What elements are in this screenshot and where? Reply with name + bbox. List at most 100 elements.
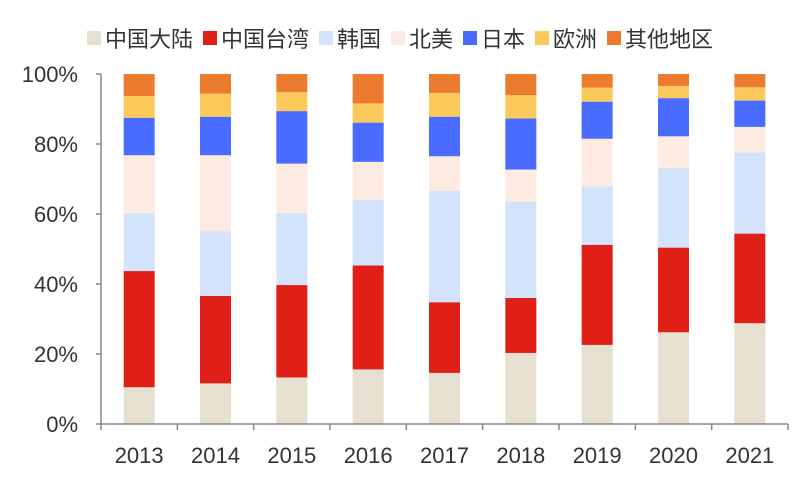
bar-segment xyxy=(123,96,155,118)
y-tick-label: 60% xyxy=(34,202,78,227)
bar-segment xyxy=(505,201,537,298)
legend-swatch xyxy=(86,31,101,45)
bar-segment xyxy=(429,302,460,373)
bar-segment xyxy=(581,101,613,139)
bar-segment xyxy=(276,163,308,213)
bar-segment xyxy=(200,74,231,94)
legend-label: 欧洲 xyxy=(553,27,598,52)
legend-swatch xyxy=(607,31,622,45)
legend: 中国大陆 中国台湾 韩国 北美 日本 欧洲 其他地区 xyxy=(0,22,800,54)
bar-segment xyxy=(734,233,766,324)
bar-segment xyxy=(352,369,384,424)
legend-label: 中国大陆 xyxy=(104,27,193,52)
bar-segment xyxy=(123,117,155,156)
x-tick-label: 2020 xyxy=(649,443,698,468)
legend-label: 其他地区 xyxy=(625,27,714,52)
bar-segment xyxy=(658,332,689,424)
legend-item: 韩国 xyxy=(318,22,381,54)
bar-segment xyxy=(276,212,308,286)
bar-segment xyxy=(352,161,384,200)
bar-segment xyxy=(734,74,766,88)
bar-segment xyxy=(352,265,384,370)
x-tick-label: 2013 xyxy=(115,443,164,468)
bar-segment xyxy=(200,116,231,156)
bar-segment xyxy=(276,285,308,378)
legend-item: 中国台湾 xyxy=(202,22,309,54)
bar-segment xyxy=(200,155,231,232)
bar-segment xyxy=(429,372,460,424)
y-tick-label: 80% xyxy=(34,132,78,157)
legend-item: 北美 xyxy=(390,22,453,54)
bar-segment xyxy=(505,169,537,202)
bar-segment xyxy=(352,199,384,266)
bar-segment xyxy=(276,377,308,424)
bar-segment xyxy=(276,92,308,112)
bar-segment xyxy=(581,186,613,245)
bar-segment xyxy=(734,87,766,101)
bar-segment xyxy=(200,383,231,424)
bar-segment xyxy=(123,155,155,213)
bar-segment xyxy=(200,231,231,296)
bar-segment xyxy=(200,295,231,384)
bar-segment xyxy=(734,126,766,153)
bar-segment xyxy=(505,74,537,95)
bar-segment xyxy=(581,244,613,345)
bar-segment xyxy=(581,344,613,424)
bar-segment xyxy=(734,152,766,234)
bar-segment xyxy=(658,168,689,248)
bar-segment xyxy=(658,247,689,333)
bar-segment xyxy=(429,74,460,93)
bar-segment xyxy=(581,87,613,102)
legend-label: 日本 xyxy=(481,27,526,52)
legend-item: 日本 xyxy=(463,22,525,54)
bar-segment xyxy=(123,74,155,97)
x-tick-label: 2021 xyxy=(725,443,774,468)
y-tick-label: 0% xyxy=(46,412,78,437)
bar-segment xyxy=(581,138,613,187)
legend-label: 中国台湾 xyxy=(220,27,309,52)
x-tick-label: 2016 xyxy=(344,443,393,468)
x-tick-label: 2018 xyxy=(496,443,545,468)
bar-segment xyxy=(658,98,689,137)
bar-segment xyxy=(352,74,384,104)
bar-segment xyxy=(581,74,613,88)
x-tick-label: 2017 xyxy=(420,443,469,468)
bar-segment xyxy=(276,111,308,164)
legend-item: 其他地区 xyxy=(607,22,713,54)
bar-segment xyxy=(658,74,689,86)
bar-segment xyxy=(658,136,689,169)
y-tick-label: 100% xyxy=(22,62,78,87)
legend-swatch xyxy=(390,31,405,45)
legend-swatch xyxy=(535,31,550,45)
bar-segment xyxy=(123,271,155,388)
y-tick-label: 20% xyxy=(34,342,78,367)
y-tick-label: 40% xyxy=(34,272,78,297)
bar-segment xyxy=(505,298,537,353)
bar-segment xyxy=(123,212,155,272)
bar-segment xyxy=(276,74,308,93)
legend-swatch xyxy=(318,31,333,45)
bar-segment xyxy=(429,190,460,303)
bar-segment xyxy=(352,122,384,162)
bar-segment xyxy=(200,93,231,117)
bar-segment xyxy=(734,100,766,127)
bar-segment xyxy=(505,118,537,170)
bar-segment xyxy=(505,352,537,424)
legend-swatch xyxy=(463,31,477,45)
legend-swatch xyxy=(202,31,217,45)
bar-segment xyxy=(352,103,384,123)
bar-segment xyxy=(429,116,460,157)
x-tick-label: 2014 xyxy=(191,443,240,468)
bar-segment xyxy=(123,387,155,424)
x-tick-label: 2015 xyxy=(267,443,316,468)
bar-segment xyxy=(658,85,689,99)
bar-segment xyxy=(505,95,537,119)
legend-item: 中国大陆 xyxy=(86,22,193,54)
x-tick-label: 2019 xyxy=(573,443,622,468)
bar-segment xyxy=(734,323,766,424)
legend-label: 韩国 xyxy=(336,27,381,52)
legend-label: 北美 xyxy=(408,27,453,52)
legend-item: 欧洲 xyxy=(535,22,597,54)
